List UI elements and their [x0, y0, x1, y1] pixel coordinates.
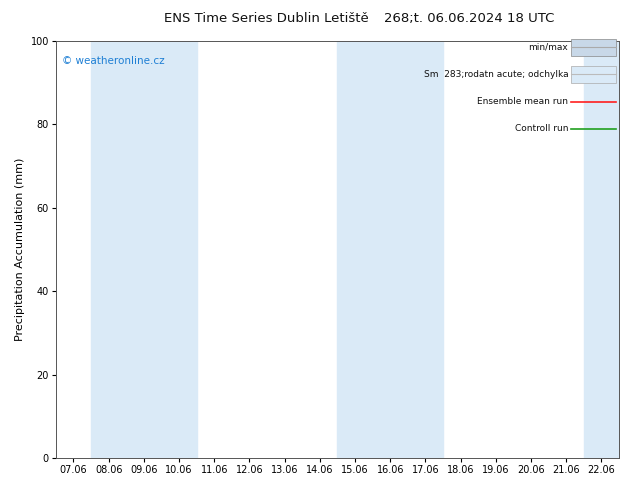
Text: Sm  283;rodatn acute; odchylka: Sm 283;rodatn acute; odchylka [424, 70, 568, 79]
Y-axis label: Precipitation Accumulation (mm): Precipitation Accumulation (mm) [15, 158, 25, 341]
Bar [337, 41, 443, 458]
Bar [571, 66, 616, 83]
Bar [571, 39, 616, 56]
Text: ENS Time Series Dublin Letiště: ENS Time Series Dublin Letiště [164, 12, 368, 25]
Text: min/max: min/max [529, 43, 568, 52]
Text: Ensemble mean run: Ensemble mean run [477, 97, 568, 106]
Text: © weatheronline.cz: © weatheronline.cz [61, 56, 164, 66]
Bar [91, 41, 197, 458]
Bar [584, 41, 619, 458]
Text: 268;t. 06.06.2024 18 UTC: 268;t. 06.06.2024 18 UTC [384, 12, 554, 25]
Text: Controll run: Controll run [515, 124, 568, 133]
